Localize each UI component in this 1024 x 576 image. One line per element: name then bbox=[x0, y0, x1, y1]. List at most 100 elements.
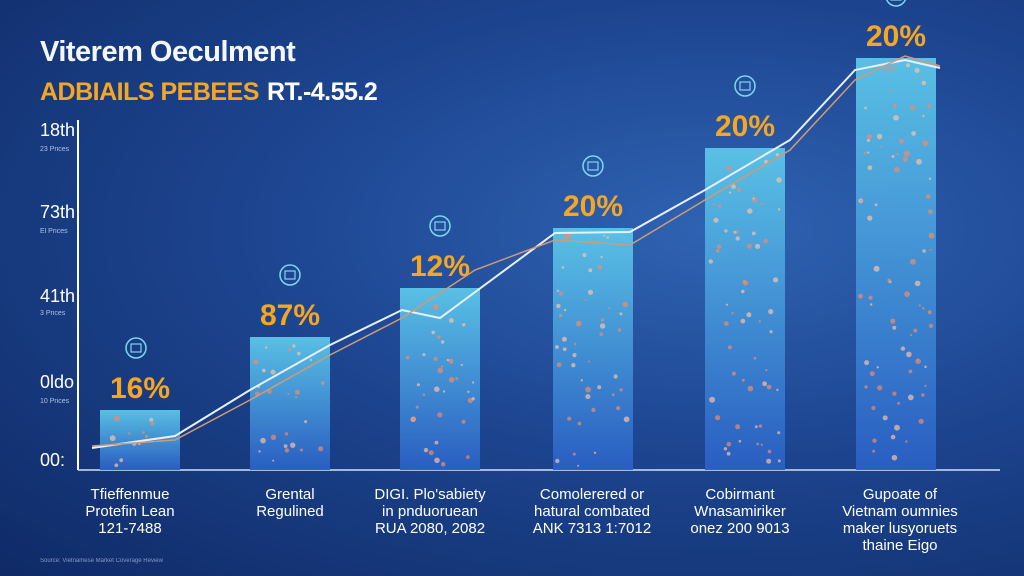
bar-texture-dot bbox=[766, 458, 772, 464]
bar-texture-dot bbox=[731, 371, 737, 376]
bar-texture-dot bbox=[890, 318, 896, 324]
bar-texture-dot bbox=[582, 253, 587, 257]
y-axis-label: 41th bbox=[40, 286, 76, 306]
bar-texture-dot bbox=[455, 377, 459, 381]
bar-texture-dot bbox=[740, 318, 746, 324]
bar-texture-dot bbox=[290, 442, 296, 448]
grid-icon bbox=[279, 264, 301, 286]
bar-texture-dot bbox=[908, 369, 913, 374]
category-label-line: 121-7488 bbox=[98, 520, 162, 537]
bar-texture-dot bbox=[741, 378, 745, 382]
bar-texture-dot bbox=[924, 384, 927, 387]
category-label-line: RUA 2080, 2082 bbox=[374, 520, 486, 537]
bar-texture-dot bbox=[741, 289, 745, 294]
bar-texture-dot bbox=[764, 159, 768, 164]
bar-texture-dot bbox=[866, 138, 871, 142]
bar-texture-dot bbox=[428, 450, 434, 456]
bar-texture-dot bbox=[893, 115, 899, 121]
bar-texture-dot bbox=[906, 351, 912, 358]
bar-texture-dot bbox=[572, 353, 577, 358]
bar-texture-dot bbox=[142, 431, 145, 434]
bar-texture-dot bbox=[415, 405, 419, 409]
bar-texture-dot bbox=[462, 323, 466, 327]
bar-texture-dot bbox=[577, 464, 580, 467]
bar-texture-dot bbox=[109, 435, 116, 442]
bar-texture-dot bbox=[272, 459, 275, 462]
bar-texture-dot bbox=[867, 215, 873, 221]
bar-texture-dot bbox=[431, 330, 436, 335]
bar-texture-dot bbox=[904, 291, 910, 297]
bar-texture-dot bbox=[767, 449, 772, 454]
category-label-line: onez 200 9013 bbox=[690, 520, 790, 537]
bar-texture-dot bbox=[927, 310, 932, 315]
bar-texture-dot bbox=[893, 66, 896, 70]
bar-texture-dot bbox=[738, 439, 742, 443]
category-label-line: Grental bbox=[265, 486, 315, 503]
bar-texture-dot bbox=[754, 425, 758, 429]
bar-texture-dot bbox=[715, 249, 720, 253]
bar-texture-dot bbox=[928, 323, 934, 329]
y-axis-label: 73th bbox=[40, 202, 76, 222]
bar-texture-dot bbox=[876, 133, 883, 140]
bar-texture-dot bbox=[300, 448, 303, 452]
bar-texture-dot bbox=[572, 452, 576, 456]
bar-texture-dot bbox=[890, 434, 896, 440]
bar-texture-dot bbox=[911, 131, 916, 136]
calendar-icon bbox=[125, 337, 147, 359]
bar-texture-dot bbox=[903, 150, 910, 157]
bar-texture-dot bbox=[905, 440, 908, 443]
bar-texture-dot bbox=[295, 396, 298, 399]
category-label-line: maker lusyoruets bbox=[842, 520, 958, 537]
bar-texture-dot bbox=[887, 66, 893, 71]
bar-texture-dot bbox=[867, 151, 870, 154]
bar-texture-dot bbox=[747, 385, 754, 392]
bar-texture-dot bbox=[283, 444, 288, 448]
bar-texture-dot bbox=[622, 301, 629, 308]
bar-texture-dot bbox=[471, 397, 475, 401]
bar-texture-dot bbox=[599, 323, 606, 329]
bar-texture-dot bbox=[292, 344, 296, 348]
bar-texture-dot bbox=[914, 280, 921, 287]
bar-texture-dot bbox=[866, 134, 873, 140]
bar-texture-dot bbox=[893, 103, 897, 108]
bar-texture-dot bbox=[889, 89, 893, 93]
bar-texture-dot bbox=[472, 381, 475, 384]
bar-texture-dot bbox=[762, 381, 767, 387]
bar-texture-dot bbox=[575, 320, 582, 327]
bar-texture-dot bbox=[563, 308, 567, 312]
bar bbox=[705, 148, 785, 470]
bar-texture-dot bbox=[284, 448, 290, 453]
bar-texture-dot bbox=[440, 462, 446, 467]
bar-texture-dot bbox=[606, 236, 609, 239]
bar-texture-dot bbox=[873, 265, 880, 272]
bar-texture-dot bbox=[867, 165, 873, 171]
bar-texture-dot bbox=[751, 231, 756, 236]
bar-texture-dot bbox=[304, 420, 308, 424]
bar-texture-dot bbox=[760, 443, 763, 446]
bar-texture-dot bbox=[929, 248, 932, 251]
bar-texture-dot bbox=[437, 412, 443, 418]
bar-texture-dot bbox=[907, 394, 914, 401]
bar-texture-dot bbox=[924, 365, 927, 369]
category-label-line: Comolerered or bbox=[539, 486, 645, 503]
bar-texture-dot bbox=[585, 386, 591, 393]
bar-texture-dot bbox=[567, 416, 572, 421]
bar-texture-dot bbox=[773, 277, 779, 283]
bar-texture-dot bbox=[138, 442, 141, 446]
bar-texture-dot bbox=[776, 177, 782, 183]
bar-texture-dot bbox=[405, 355, 410, 360]
bar-texture-dot bbox=[613, 374, 618, 379]
chart-subtitle: ADBIAILS PEBEES RT.-4.55.2 bbox=[40, 78, 378, 107]
bar-texture-dot bbox=[603, 234, 606, 237]
bar-texture-dot bbox=[559, 313, 563, 318]
bar-texture-dot bbox=[887, 278, 891, 282]
bar-texture-dot bbox=[597, 264, 603, 270]
bar-texture-dot bbox=[617, 328, 622, 332]
bar-texture-dot bbox=[868, 295, 873, 300]
bar-texture-dot bbox=[778, 208, 781, 211]
bar-texture-dot bbox=[760, 202, 764, 206]
bar-texture-dot bbox=[775, 153, 780, 157]
bar-texture-dot bbox=[863, 151, 867, 155]
bar-texture-dot bbox=[713, 217, 719, 223]
y-axis-label: 00: bbox=[40, 450, 66, 470]
